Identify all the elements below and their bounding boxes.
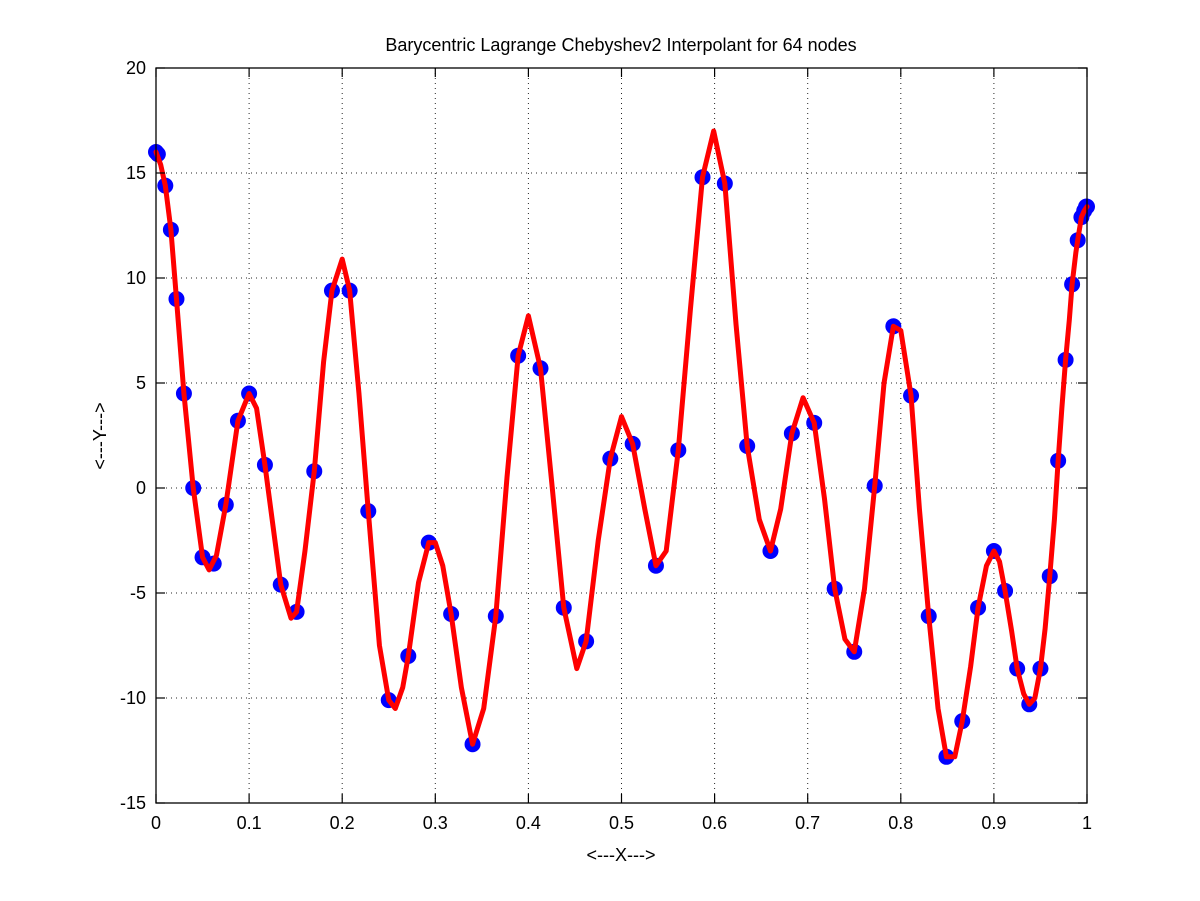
y-tick-label: 0 [136, 478, 146, 498]
interpolant-line-layer [153, 128, 1090, 760]
x-tick-labels: 0 0.1 0.2 0.3 0.4 0.5 0.6 0.7 0.8 0.9 1 [151, 813, 1092, 833]
x-axis-label: <---X---> [587, 845, 656, 865]
x-tick-label: 0.3 [423, 813, 448, 833]
x-tick-label: 0.1 [237, 813, 262, 833]
x-tick-label: 0.7 [795, 813, 820, 833]
interpolant-line [153, 128, 1090, 760]
y-tick-label: 20 [126, 58, 146, 78]
plot-area [148, 128, 1095, 765]
y-tick-label: -5 [130, 583, 146, 603]
y-tick-label: -15 [120, 793, 146, 813]
x-tick-label: 0.9 [981, 813, 1006, 833]
y-tick-label: 15 [126, 163, 146, 183]
x-tick-label: 1 [1082, 813, 1092, 833]
y-axis-label: <---Y---> [90, 402, 110, 469]
y-tick-labels: -15 -10 -5 0 5 10 15 20 [120, 58, 146, 813]
x-tick-label: 0.8 [888, 813, 913, 833]
tick-marks [155, 67, 1088, 804]
x-tick-label: 0 [151, 813, 161, 833]
x-tick-label: 0.2 [330, 813, 355, 833]
x-tick-label: 0.6 [702, 813, 727, 833]
y-tick-label: 10 [126, 268, 146, 288]
y-tick-label: 5 [136, 373, 146, 393]
y-tick-label: -10 [120, 688, 146, 708]
x-tick-label: 0.5 [609, 813, 634, 833]
chart-title: Barycentric Lagrange Chebyshev2 Interpol… [385, 35, 856, 55]
x-tick-label: 0.4 [516, 813, 541, 833]
